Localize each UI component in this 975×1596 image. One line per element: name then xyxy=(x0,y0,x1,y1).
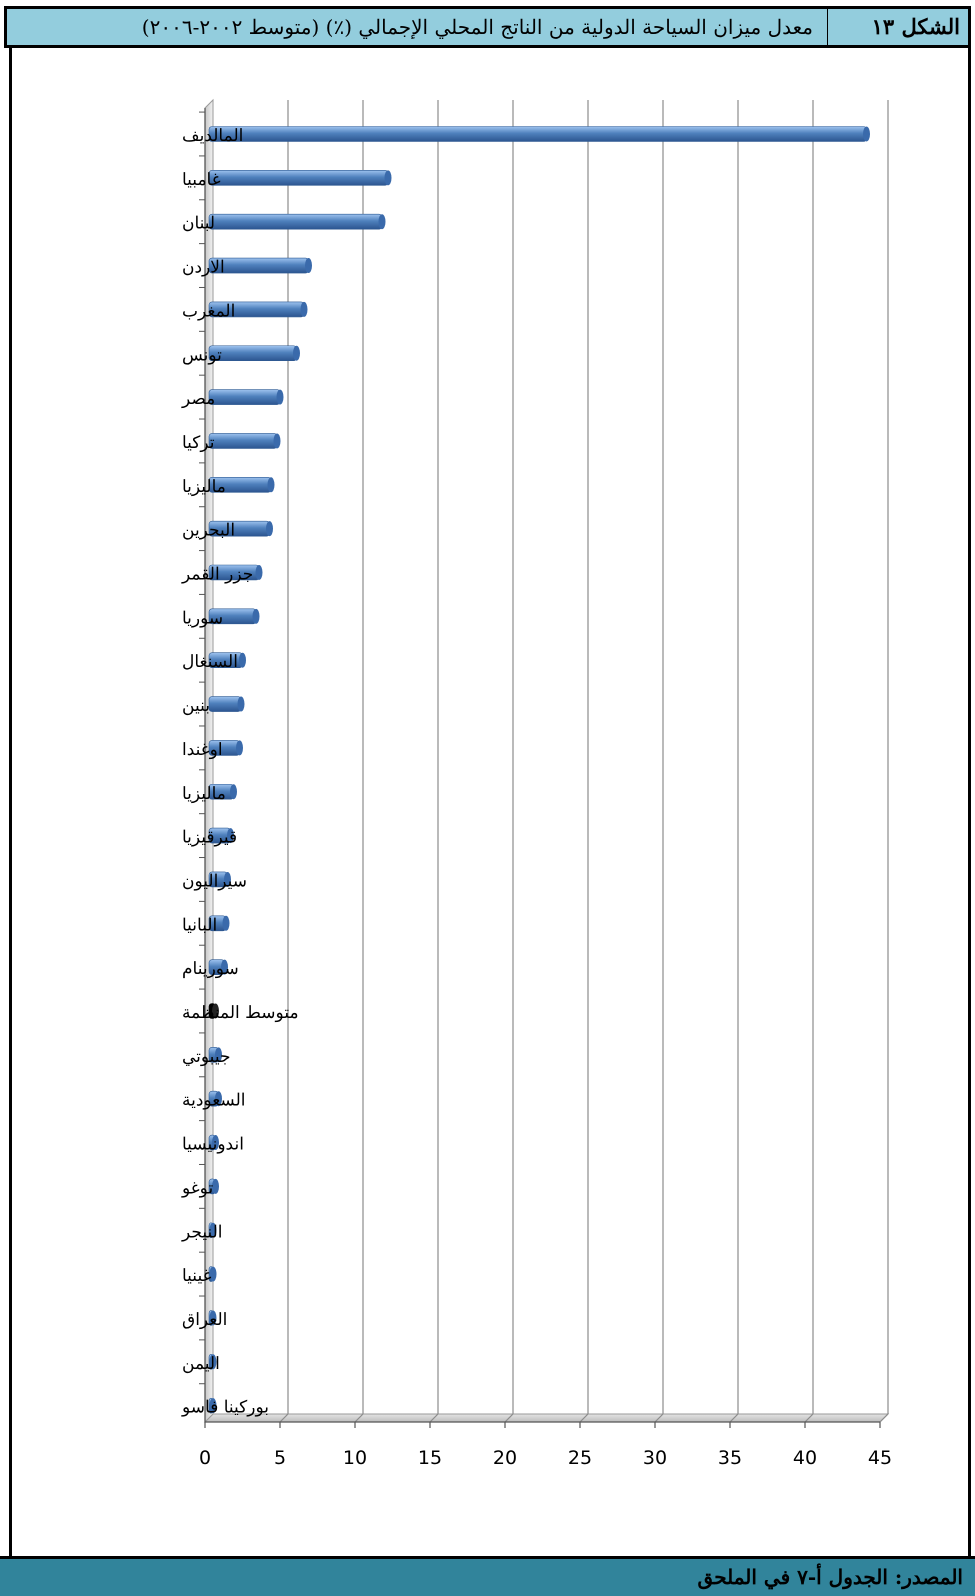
bar-end xyxy=(212,1135,219,1151)
x-tick-label: 40 xyxy=(793,1447,817,1469)
gridline-depth xyxy=(279,1413,289,1423)
bar xyxy=(208,345,297,362)
bar-end xyxy=(209,1398,217,1414)
category-label: غينيا xyxy=(182,1266,212,1286)
category-label: البحرين xyxy=(182,521,235,541)
category-label: سيراليون xyxy=(182,871,247,891)
bar xyxy=(208,170,389,186)
category-label: لبنان xyxy=(182,214,215,234)
bar-end xyxy=(237,696,245,712)
bar xyxy=(208,433,278,449)
bar-end xyxy=(305,258,312,274)
category-label: اندونيسيا xyxy=(182,1135,244,1155)
category-label: توغو xyxy=(181,1178,213,1198)
bar-chart: 0 5 10 15 20 25 30 35 40 45 المالديف غامبيا لبنان الا… xyxy=(181,98,892,1469)
gridline-depth xyxy=(654,1413,664,1423)
category-label: سوريا xyxy=(182,608,223,628)
x-tick-label: 30 xyxy=(643,1447,667,1469)
category-label: السنغال xyxy=(182,652,238,672)
category-label: قيرقيزيا xyxy=(182,828,237,848)
bar-end xyxy=(255,565,263,580)
category-label: العراق xyxy=(182,1310,227,1330)
category-label: غامبيا xyxy=(182,170,221,190)
gridline-depth xyxy=(579,1413,589,1423)
bar-end xyxy=(252,608,260,624)
bar-end xyxy=(230,784,237,800)
category-label: بنين xyxy=(182,696,210,716)
x-tick-label: 35 xyxy=(718,1447,742,1469)
x-tick-label: 25 xyxy=(568,1447,592,1469)
bar-end xyxy=(222,915,230,931)
source-note: المصدر: الجدول أ-٧ في الملحق xyxy=(697,1565,963,1589)
bar xyxy=(208,696,242,712)
category-label: الاردن xyxy=(182,258,225,278)
x-tick-label: 20 xyxy=(493,1447,517,1469)
bar-end xyxy=(209,1266,217,1282)
category-label: ماليزيا xyxy=(182,477,226,497)
bar xyxy=(208,389,281,405)
chart-area xyxy=(9,48,971,1556)
bar-end xyxy=(300,301,308,317)
category-label: جزر القمر xyxy=(181,565,253,585)
category-label: البانيا xyxy=(182,915,217,935)
category-label: المالديف xyxy=(182,126,243,146)
category-label: المغرب xyxy=(182,301,235,321)
category-label: النيجر xyxy=(181,1222,223,1242)
bar-end xyxy=(273,433,281,449)
bar-end xyxy=(227,828,234,844)
bar-end xyxy=(276,389,284,405)
gridline-depth xyxy=(729,1413,739,1423)
bar-end xyxy=(212,1178,219,1194)
bar-end xyxy=(212,1003,219,1019)
bar-end xyxy=(293,345,300,361)
category-label: ماليزيا xyxy=(182,784,226,804)
bar xyxy=(208,213,383,230)
bar-end xyxy=(215,1091,222,1107)
x-tick-label: 15 xyxy=(418,1447,442,1469)
bar-end xyxy=(224,871,231,887)
gridline-depth xyxy=(504,1413,514,1423)
chart-floor xyxy=(203,1413,890,1423)
bar-end xyxy=(209,1310,217,1326)
bar-end xyxy=(209,1222,217,1238)
figure-header: معدل ميزان السياحة الدولية من الناتج الم… xyxy=(4,6,971,48)
x-tick-label: 10 xyxy=(343,1447,367,1469)
category-label: بوركينا فاسو xyxy=(181,1398,269,1418)
category-label: تركيا xyxy=(182,433,215,453)
bar-end xyxy=(266,521,273,537)
bar-end xyxy=(209,1354,217,1370)
gridline-depth xyxy=(354,1413,364,1423)
bar xyxy=(208,126,867,142)
gridline-depth xyxy=(879,1413,889,1423)
x-tick-label: 0 xyxy=(199,1447,211,1469)
source-footer: المصدر: الجدول أ-٧ في الملحق xyxy=(0,1556,975,1596)
category-label: السعودية xyxy=(182,1091,245,1111)
category-label: مصر xyxy=(181,389,215,409)
category-label: اليمن xyxy=(182,1354,220,1374)
bar-end xyxy=(239,652,246,668)
gridline-depth xyxy=(429,1413,439,1423)
bar-end xyxy=(267,477,275,493)
x-tick-label: 45 xyxy=(868,1447,892,1469)
category-label: اوغندا xyxy=(182,740,223,760)
category-label: متوسط المنظمة xyxy=(182,1003,299,1023)
bar-end xyxy=(863,126,870,142)
bar-end xyxy=(221,959,228,975)
x-tick-label: 5 xyxy=(274,1447,286,1469)
bar-end xyxy=(236,740,243,756)
bar-end xyxy=(384,170,392,186)
bar-end xyxy=(215,1047,222,1063)
figure-title: معدل ميزان السياحة الدولية من الناتج الم… xyxy=(7,9,827,45)
category-label: جيبوتي xyxy=(182,1047,230,1067)
category-label: سورينام xyxy=(182,959,239,979)
gridline-depth xyxy=(804,1413,814,1423)
figure-label: الشكل ١٣ xyxy=(828,9,968,45)
bar-end xyxy=(378,214,386,230)
category-label: تونس xyxy=(182,345,222,365)
